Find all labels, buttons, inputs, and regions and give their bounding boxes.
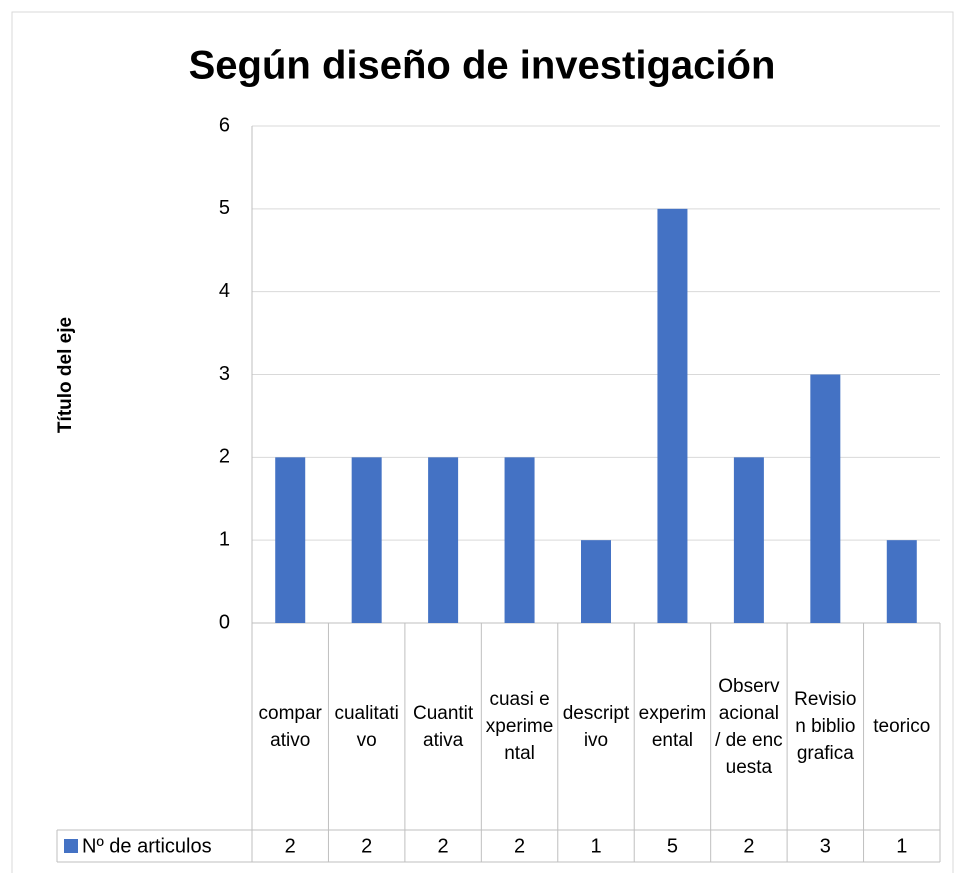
bar — [886, 540, 917, 623]
y-tick-label: 6 — [219, 114, 230, 136]
x-tick-label: Cuantitativa — [412, 702, 474, 751]
y-tick-label: 2 — [219, 446, 230, 468]
bar — [733, 457, 764, 623]
bar — [504, 457, 535, 623]
bar — [657, 208, 688, 624]
bar — [275, 457, 306, 623]
table-value: 2 — [514, 835, 525, 857]
bar — [428, 457, 459, 623]
x-tick-label: Revision bibliografica — [794, 689, 857, 764]
table-value: 2 — [285, 835, 296, 857]
y-tick-label: 5 — [219, 197, 230, 219]
x-tick-label: Observacional / de encuesta — [715, 675, 783, 778]
y-tick-label: 0 — [219, 611, 230, 633]
x-tick-cell: cualitativo — [334, 702, 399, 751]
table-value: 1 — [896, 835, 907, 857]
table-value: 2 — [361, 835, 372, 857]
x-tick-cell: experimental — [638, 702, 707, 751]
x-tick-cell: teorico — [873, 716, 931, 737]
x-tick-cell: Observacional / de encuesta — [715, 675, 783, 778]
chart-border — [11, 11, 954, 873]
chart-title: Según diseño de investigación — [189, 44, 776, 88]
x-tick-label: comparativo — [258, 702, 322, 751]
table-value: 3 — [820, 835, 831, 857]
y-tick-label: 3 — [219, 363, 230, 385]
x-tick-cell: descriptivo — [562, 702, 630, 751]
bar — [351, 457, 382, 623]
x-tick-cell: Cuantitativa — [412, 702, 474, 751]
y-axis-title: Título del eje — [55, 317, 76, 433]
x-tick-cell: Revision bibliografica — [794, 689, 857, 764]
legend-label: Nº de articulos — [82, 835, 212, 857]
legend-swatch — [64, 839, 78, 853]
bar — [581, 540, 611, 623]
x-tick-label: experimental — [638, 702, 707, 751]
table-value: 2 — [438, 835, 449, 857]
x-tick-label: cuasi experimental — [485, 689, 554, 764]
x-tick-cell: cuasi experimental — [485, 689, 554, 764]
x-tick-label: teorico — [873, 716, 931, 737]
x-tick-label: descriptivo — [562, 702, 630, 751]
table-value: 5 — [667, 835, 678, 857]
y-tick-label: 1 — [219, 528, 230, 550]
table-value: 1 — [590, 835, 601, 857]
table-value: 2 — [743, 835, 754, 857]
x-tick-label: cualitativo — [334, 702, 399, 751]
bar — [810, 374, 841, 623]
x-tick-cell: comparativo — [258, 702, 322, 751]
y-tick-label: 4 — [219, 280, 230, 302]
